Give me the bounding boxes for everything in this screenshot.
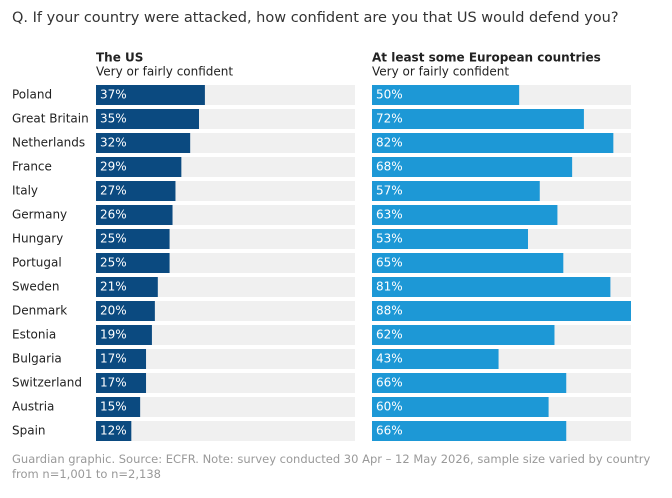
- value-label: 19%: [100, 328, 127, 342]
- bar-track: [96, 421, 355, 441]
- bar: [372, 277, 611, 297]
- bar: [372, 133, 614, 153]
- category-label: Italy: [12, 184, 38, 198]
- category-label: Germany: [12, 208, 67, 222]
- category-label: Bulgaria: [12, 352, 62, 366]
- value-label: 17%: [100, 376, 127, 390]
- value-label: 35%: [100, 112, 127, 126]
- bar: [372, 229, 528, 249]
- bar: [96, 181, 176, 201]
- value-label: 66%: [376, 376, 403, 390]
- value-label: 57%: [376, 184, 403, 198]
- value-label: 20%: [100, 304, 127, 318]
- value-label: 37%: [100, 88, 127, 102]
- value-label: 65%: [376, 256, 403, 270]
- bar: [96, 109, 200, 129]
- value-label: 53%: [376, 232, 403, 246]
- footnote: Guardian graphic. Source: ECFR. Note: su…: [12, 452, 651, 481]
- category-label: Hungary: [12, 232, 63, 246]
- value-label: 81%: [376, 280, 403, 294]
- bar: [96, 229, 170, 249]
- bar: [372, 85, 520, 105]
- category-label: Sweden: [12, 280, 59, 294]
- bar: [372, 157, 573, 177]
- bar: [96, 349, 147, 369]
- series-name: The US: [96, 51, 143, 65]
- chart-title: Q. If your country were attacked, how co…: [12, 10, 619, 26]
- series-label: Very or fairly confident: [96, 65, 233, 79]
- value-label: 68%: [376, 160, 403, 174]
- bar: [372, 325, 555, 345]
- value-label: 25%: [100, 232, 127, 246]
- value-label: 26%: [100, 208, 127, 222]
- value-label: 72%: [376, 112, 403, 126]
- category-label: Austria: [12, 400, 54, 414]
- value-label: 43%: [376, 352, 403, 366]
- bar: [96, 85, 205, 105]
- bar: [96, 397, 141, 417]
- bar: [372, 301, 631, 321]
- category-label: Estonia: [12, 328, 56, 342]
- series-name: At least some European countries: [372, 51, 601, 65]
- bar: [96, 373, 147, 393]
- bar-track: [96, 301, 355, 321]
- bar: [372, 349, 499, 369]
- value-label: 60%: [376, 400, 403, 414]
- bar: [96, 277, 158, 297]
- category-label: Portugal: [12, 256, 62, 270]
- value-label: 32%: [100, 136, 127, 150]
- bar: [372, 109, 584, 129]
- bar: [96, 133, 191, 153]
- bar-track: [96, 397, 355, 417]
- category-label: Poland: [12, 88, 52, 102]
- value-label: 29%: [100, 160, 127, 174]
- value-label: 21%: [100, 280, 127, 294]
- category-label: Switzerland: [12, 376, 82, 390]
- value-label: 25%: [100, 256, 127, 270]
- bar: [372, 421, 567, 441]
- category-label: Spain: [12, 424, 46, 438]
- value-label: 50%: [376, 88, 403, 102]
- value-label: 88%: [376, 304, 403, 318]
- bar: [96, 253, 170, 273]
- value-label: 27%: [100, 184, 127, 198]
- bar: [96, 421, 132, 441]
- bar: [372, 181, 540, 201]
- value-label: 12%: [100, 424, 127, 438]
- value-label: 17%: [100, 352, 127, 366]
- category-label: Netherlands: [12, 136, 85, 150]
- bar: [96, 205, 173, 225]
- bar: [372, 205, 558, 225]
- bar-track: [96, 277, 355, 297]
- value-label: 62%: [376, 328, 403, 342]
- bar: [372, 253, 564, 273]
- value-label: 82%: [376, 136, 403, 150]
- bar: [96, 325, 152, 345]
- bar: [96, 157, 182, 177]
- category-label: Denmark: [12, 304, 67, 318]
- bar: [96, 301, 155, 321]
- value-label: 66%: [376, 424, 403, 438]
- chart: Q. If your country were attacked, how co…: [12, 10, 631, 441]
- value-label: 15%: [100, 400, 127, 414]
- series-label: Very or fairly confident: [372, 65, 509, 79]
- category-label: Great Britain: [12, 112, 89, 126]
- category-label: France: [12, 160, 52, 174]
- bar-track: [96, 325, 355, 345]
- value-label: 63%: [376, 208, 403, 222]
- bar: [372, 373, 567, 393]
- bar-track: [96, 349, 355, 369]
- bar: [372, 397, 549, 417]
- bar-track: [96, 373, 355, 393]
